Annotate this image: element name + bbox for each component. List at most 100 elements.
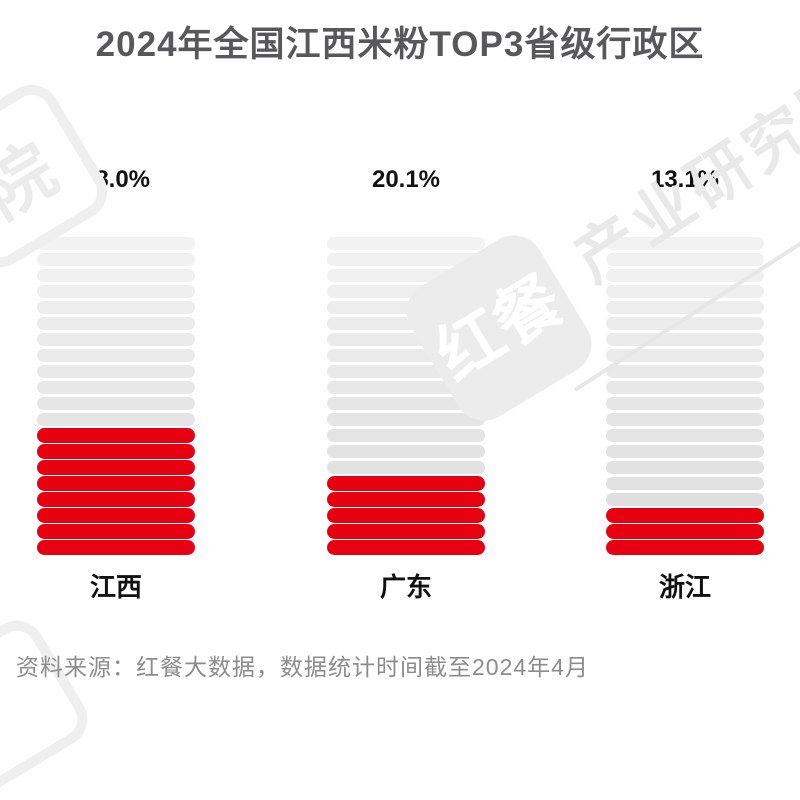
bar-segment-row (37, 363, 195, 379)
bar-segment-filled (37, 443, 195, 459)
bar-segment-empty (327, 444, 485, 458)
bar-segment-row (606, 411, 764, 427)
bar-segment-empty (606, 428, 764, 442)
bar-segment-row (37, 443, 195, 459)
source-note: 资料来源：红餐大数据，数据统计时间截至2024年4月 (16, 654, 589, 680)
bar-segment-empty (37, 380, 195, 394)
bar-segment-row (327, 491, 485, 507)
bar-segment-empty (606, 348, 764, 362)
bar-segment-row (37, 283, 195, 299)
bar-segment-row (37, 379, 195, 395)
bar-segment-empty (37, 396, 195, 410)
bar-segment-filled (37, 507, 195, 523)
bar-segment-filled (37, 475, 195, 491)
bar-segment-empty (606, 444, 764, 458)
bar-segment-empty (37, 332, 195, 346)
bar-segment-row (37, 475, 195, 491)
bar-segment-filled (327, 507, 485, 523)
bar-segment-empty (606, 492, 764, 506)
bar-segment-row (327, 379, 485, 395)
bar-segment-row (37, 299, 195, 315)
bar-segment-empty (606, 380, 764, 394)
bar-segment-empty (327, 460, 485, 474)
bar-segment-row (606, 395, 764, 411)
pill-bar-chart: 38.0% 江西 20.1% 广东 13.1% 浙江 (0, 165, 800, 602)
bar-segment-empty (37, 364, 195, 378)
bar-segment-row (606, 299, 764, 315)
bar-segment-row (327, 363, 485, 379)
bar-segment-row (327, 251, 485, 267)
bar-segment-empty (327, 428, 485, 442)
bar-segment-row (327, 427, 485, 443)
bar-segment-empty (327, 364, 485, 378)
category-label-zhejiang: 浙江 (658, 572, 711, 602)
bar-segment-row (606, 491, 764, 507)
bar-segment-filled (327, 539, 485, 555)
bar-column-zhejiang: 13.1% 浙江 (606, 165, 764, 604)
bar-guangdong (327, 235, 485, 555)
bar-segment-row (37, 427, 195, 443)
bar-segment-row (327, 267, 485, 283)
bar-segment-row (327, 299, 485, 315)
bar-segment-empty (327, 332, 485, 346)
bar-segment-row (327, 523, 485, 539)
bar-segment-row (606, 523, 764, 539)
bar-segment-empty (37, 300, 195, 314)
bar-segment-row (606, 379, 764, 395)
bar-segment-row (37, 331, 195, 347)
bar-segment-filled (606, 523, 764, 539)
bar-segment-row (327, 443, 485, 459)
bar-segment-row (37, 491, 195, 507)
bar-jiangxi (37, 235, 195, 555)
bar-segment-empty (37, 268, 195, 282)
bar-segment-empty (606, 332, 764, 346)
value-label-zhejiang: 13.1% (650, 166, 720, 193)
bar-segment-row (327, 347, 485, 363)
bar-segment-empty (327, 236, 485, 250)
bar-segment-empty (327, 316, 485, 330)
bar-segment-row (37, 251, 195, 267)
bar-segment-row (606, 363, 764, 379)
bar-segment-row (327, 459, 485, 475)
bar-segment-empty (37, 348, 195, 362)
bar-segment-empty (606, 412, 764, 426)
bar-segment-row (37, 347, 195, 363)
bar-segment-empty (37, 316, 195, 330)
bar-segment-row (327, 539, 485, 555)
bar-segment-empty (37, 236, 195, 250)
bar-segment-row (606, 539, 764, 555)
bar-segment-empty (606, 300, 764, 314)
bar-segment-row (327, 235, 485, 251)
bar-column-jiangxi: 38.0% 江西 (37, 165, 195, 604)
bar-segment-row (606, 283, 764, 299)
bar-segment-row (606, 251, 764, 267)
bar-segment-empty (37, 412, 195, 426)
bar-segment-filled (37, 491, 195, 507)
bar-segment-row (37, 267, 195, 283)
bar-segment-filled (606, 539, 764, 555)
bar-segment-empty (327, 348, 485, 362)
bar-segment-row (37, 411, 195, 427)
value-label-guangdong: 20.1% (371, 166, 441, 193)
bar-segment-empty (606, 284, 764, 298)
bar-zhejiang (606, 235, 764, 555)
bar-segment-empty (606, 316, 764, 330)
bar-segment-filled (37, 427, 195, 443)
bar-segment-row (327, 411, 485, 427)
bar-segment-row (37, 315, 195, 331)
bar-segment-row (327, 315, 485, 331)
bar-segment-empty (37, 252, 195, 266)
bar-segment-empty (606, 460, 764, 474)
bar-column-guangdong: 20.1% 广东 (327, 165, 485, 604)
watermark-corner-stamp-bottom (0, 610, 98, 800)
bar-segment-empty (327, 396, 485, 410)
bar-segment-row (37, 507, 195, 523)
chart-title: 2024年全国江西米粉TOP3省级行政区 (95, 25, 705, 64)
bar-segment-row (606, 331, 764, 347)
bar-segment-empty (327, 412, 485, 426)
bar-segment-empty (327, 284, 485, 298)
bar-segment-empty (37, 284, 195, 298)
bar-segment-empty (327, 380, 485, 394)
bar-segment-row (327, 395, 485, 411)
bar-segment-filled (37, 539, 195, 555)
